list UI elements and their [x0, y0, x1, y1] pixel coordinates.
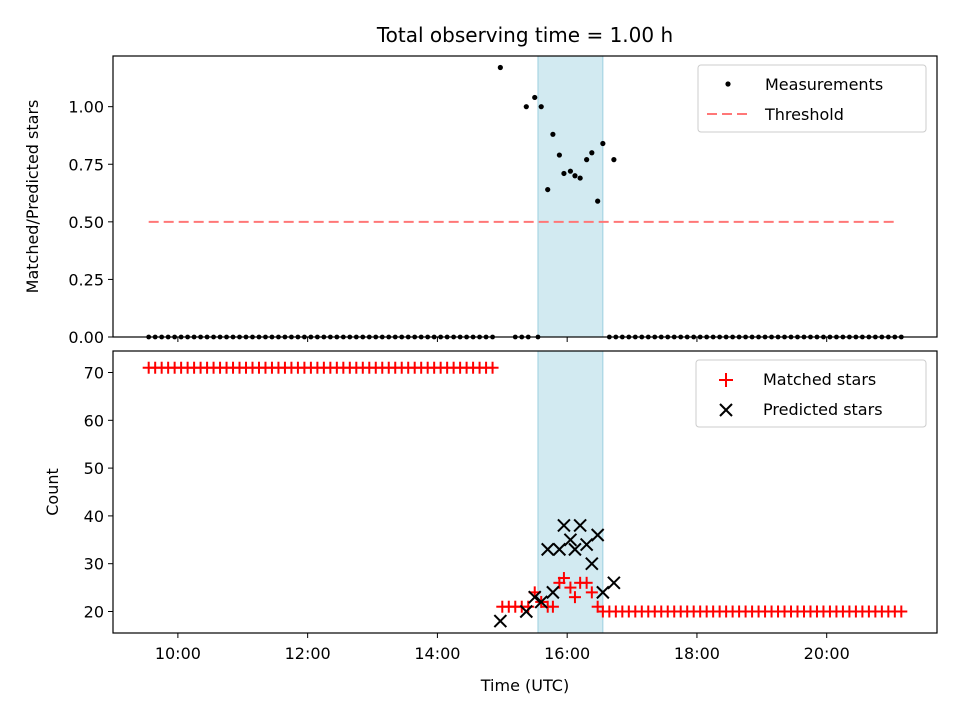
bottom-y-tick-label: 70	[84, 364, 104, 383]
bottom-x-tick-label: 14:00	[414, 644, 460, 663]
top-y-tick-label: 0.50	[68, 213, 104, 232]
matched-star-point	[603, 605, 616, 618]
legend-marker-predicted	[719, 403, 733, 417]
top-legend-box	[697, 64, 927, 133]
bottom-y-tick-label: 20	[84, 602, 104, 621]
legend-marker-matched	[719, 373, 733, 387]
bottom-x-tick-label: 16:00	[544, 644, 590, 663]
matched-star-point	[564, 581, 577, 594]
bottom-y-tick-label: 40	[84, 507, 104, 526]
bottom-legend-box	[695, 359, 927, 428]
matched-star-point	[895, 605, 908, 618]
predicted-star-point	[493, 614, 508, 628]
bottom-y-tick-label: 60	[84, 411, 104, 430]
bottom-x-tick-label: 12:00	[285, 644, 331, 663]
top-y-tick-label: 0.00	[68, 328, 104, 347]
measurement-point	[577, 175, 583, 181]
legend-marker-measurements	[725, 81, 731, 87]
legend-label-threshold: Threshold	[764, 105, 844, 124]
top-legend: Measurements Threshold	[697, 64, 927, 133]
top-panel: 0.00 0.25 0.50 0.75 1.00 Matched/Predicted s…	[23, 55, 938, 347]
measurement-point	[611, 157, 617, 163]
matched-star-point	[486, 361, 499, 374]
bottom-y-tick-label: 30	[84, 555, 104, 574]
bottom-axes-frame	[112, 350, 938, 634]
x-axis-label: Time (UTC)	[480, 676, 569, 695]
measurement-point	[532, 94, 538, 101]
matched-star-point	[580, 576, 593, 589]
bottom-y-ticks: 20 30 40 50 60 70	[84, 364, 113, 621]
measurement-point	[567, 168, 574, 174]
predicted-star-point	[590, 528, 605, 542]
legend-label-measurements: Measurements	[765, 75, 883, 94]
top-shaded-span	[537, 55, 604, 338]
measurement-point	[545, 186, 551, 193]
bottom-x-tick-label: 18:00	[674, 644, 720, 663]
matched-star-points	[142, 361, 908, 618]
predicted-star-point	[568, 542, 582, 557]
bottom-y-axis-label: Count	[43, 468, 62, 516]
measurement-point	[556, 152, 562, 158]
legend-label-predicted: Predicted stars	[763, 400, 883, 419]
bottom-y-tick-label: 50	[84, 459, 104, 478]
predicted-star-point	[573, 518, 587, 533]
predicted-star-point	[585, 556, 599, 571]
bottom-x-tick-label: 20:00	[804, 644, 850, 663]
matched-star-point	[568, 591, 581, 604]
top-x-ticks	[177, 337, 828, 342]
predicted-star-point	[519, 604, 534, 619]
measurement-point	[561, 170, 567, 177]
legend-label-matched: Matched stars	[763, 370, 876, 389]
bottom-legend: Matched stars Predicted stars	[695, 359, 927, 428]
bottom-x-ticks: 10:00 12:00 14:00 16:00 18:00 20:00	[155, 633, 850, 663]
predicted-star-points	[493, 518, 621, 628]
measurement-point	[572, 173, 578, 179]
predicted-star-point	[563, 533, 578, 547]
predicted-star-point	[552, 542, 567, 557]
predicted-star-point	[534, 595, 548, 609]
bottom-x-tick-label: 10:00	[155, 644, 201, 663]
predicted-star-point	[541, 542, 555, 557]
top-y-axis-label: Matched/Predicted stars	[23, 100, 42, 294]
top-y-tick-label: 0.25	[68, 270, 104, 289]
matched-star-point	[585, 586, 598, 599]
chart-title: Total observing time = 1.00 h	[376, 23, 673, 47]
top-y-tick-label: 0.75	[68, 155, 104, 174]
measurement-point	[584, 157, 590, 163]
measurement-point	[538, 104, 544, 110]
predicted-star-point	[528, 590, 542, 604]
predicted-star-point	[546, 585, 560, 600]
measurement-point	[595, 198, 601, 204]
predicted-star-point	[596, 585, 610, 600]
matched-star-point	[557, 572, 570, 585]
measurement-point	[523, 104, 529, 110]
top-axes-frame	[112, 55, 938, 338]
measurement-point	[550, 131, 556, 137]
predicted-star-point	[557, 518, 571, 533]
top-y-ticks: 0.00 0.25 0.50 0.75 1.00	[68, 98, 113, 347]
bottom-panel: 20 30 40 50 60 70 10:00 12:00 14:00 16:00 18:00 20…	[43, 350, 938, 695]
measurement-point	[600, 140, 606, 147]
predicted-star-point	[607, 576, 621, 590]
predicted-star-point	[579, 537, 594, 552]
matched-star-point	[546, 600, 559, 613]
measurement-point	[497, 64, 503, 71]
measurement-point	[589, 150, 595, 156]
top-y-tick-label: 1.00	[68, 98, 104, 117]
